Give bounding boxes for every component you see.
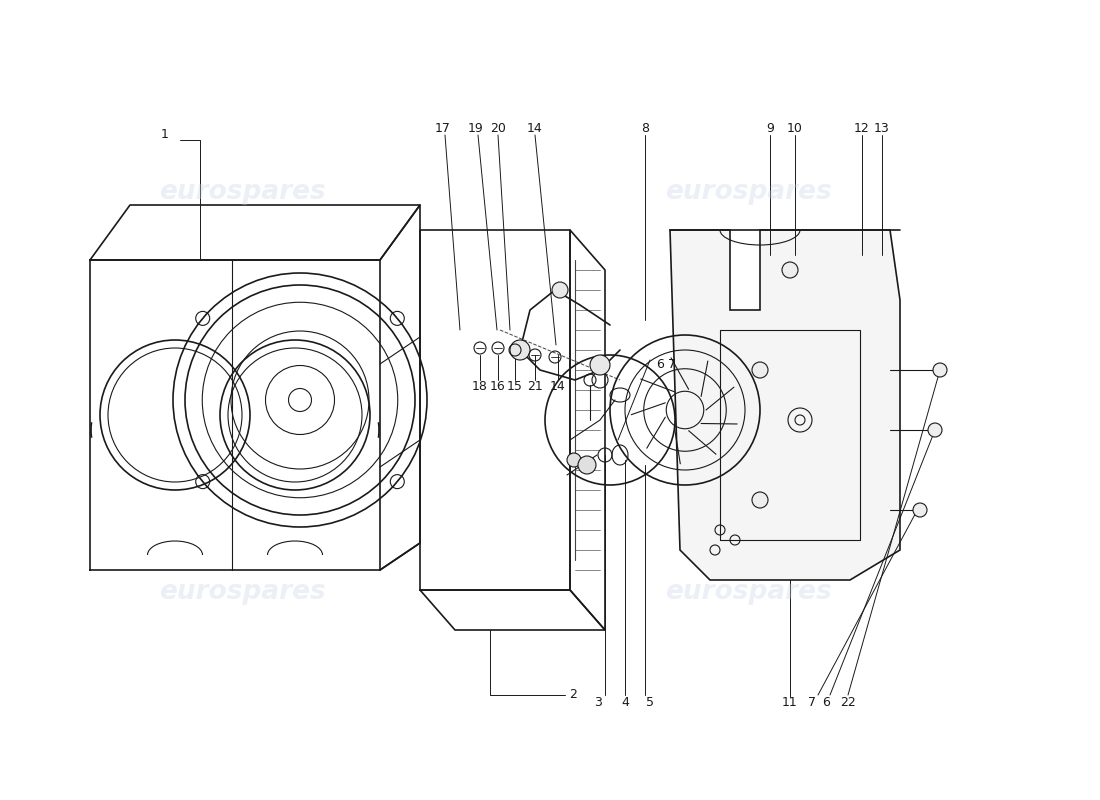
Text: 21: 21 (527, 381, 543, 394)
Circle shape (578, 456, 596, 474)
Text: 14: 14 (550, 381, 565, 394)
Circle shape (933, 363, 947, 377)
Text: 6: 6 (822, 695, 829, 709)
Text: 8: 8 (641, 122, 649, 134)
Circle shape (552, 282, 568, 298)
Circle shape (782, 262, 797, 278)
Text: eurospares: eurospares (158, 179, 326, 205)
Text: 13: 13 (874, 122, 890, 134)
Text: eurospares: eurospares (664, 579, 832, 605)
Text: 1: 1 (161, 129, 169, 142)
Text: 4: 4 (621, 695, 629, 709)
Text: 19: 19 (469, 122, 484, 134)
Circle shape (510, 340, 530, 360)
Text: eurospares: eurospares (664, 179, 832, 205)
Text: 10: 10 (788, 122, 803, 134)
Text: 20: 20 (491, 122, 506, 134)
Text: 17: 17 (436, 122, 451, 134)
Polygon shape (670, 230, 900, 580)
Text: 22: 22 (840, 695, 856, 709)
Circle shape (590, 355, 610, 375)
Text: 6: 6 (656, 358, 664, 371)
Text: 15: 15 (507, 381, 522, 394)
Text: 7: 7 (808, 695, 816, 709)
Text: 18: 18 (472, 381, 488, 394)
Circle shape (566, 453, 581, 467)
Text: 14: 14 (527, 122, 543, 134)
Text: 5: 5 (646, 695, 654, 709)
Text: 9: 9 (766, 122, 774, 134)
Text: 12: 12 (854, 122, 870, 134)
Circle shape (752, 362, 768, 378)
Circle shape (928, 423, 942, 437)
Circle shape (752, 492, 768, 508)
Text: 16: 16 (491, 381, 506, 394)
Text: 11: 11 (782, 697, 797, 710)
Text: 7: 7 (668, 358, 676, 371)
Circle shape (913, 503, 927, 517)
Text: eurospares: eurospares (158, 579, 326, 605)
Text: 2: 2 (569, 689, 576, 702)
Text: 3: 3 (594, 695, 602, 709)
